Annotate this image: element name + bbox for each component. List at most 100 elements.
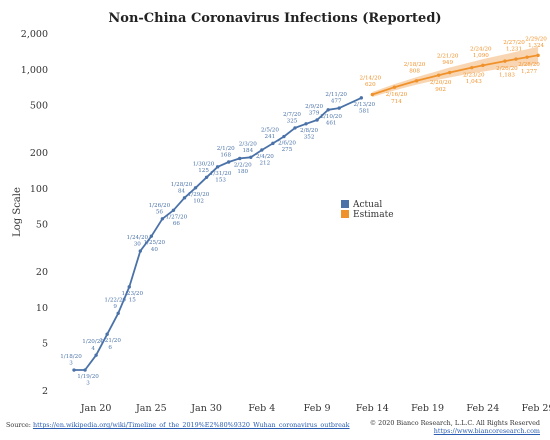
- point-value-label: 477: [331, 99, 342, 105]
- point-date-label: 1/27/20: [166, 214, 188, 220]
- y-tick-label: 10: [36, 303, 48, 314]
- point-date-label: 2/29/20: [525, 36, 547, 42]
- point-value-label: 325: [287, 119, 298, 125]
- point-date-label: 2/7/20: [283, 112, 301, 118]
- point-value-label: 184: [242, 148, 253, 154]
- point-actual-2-10-20: [326, 108, 330, 112]
- point-value-label: 461: [326, 120, 337, 126]
- point-date-label: 1/29/20: [188, 192, 210, 198]
- point-date-label: 1/24/20: [127, 235, 149, 241]
- point-date-label: 1/21/20: [99, 338, 121, 344]
- point-date-label: 2/2/20: [234, 162, 252, 168]
- point-actual-1-30-20: [204, 175, 209, 179]
- point-date-label: 2/16/20: [386, 92, 408, 98]
- point-value-label: 949: [442, 60, 453, 66]
- point-actual-1-20-20: [94, 353, 98, 357]
- point-label-estimate-2-26-20: 2/26/201,183: [496, 66, 518, 79]
- point-estimate-2-23-20: [470, 65, 474, 70]
- point-value-label: 102: [193, 198, 204, 204]
- point-value-label: 212: [260, 161, 271, 167]
- point-date-label: 1/31/20: [210, 171, 232, 177]
- point-value-label: 902: [435, 87, 446, 93]
- point-actual-1-31-20: [215, 165, 220, 169]
- series-lines: [74, 54, 539, 371]
- point-value-label: 3: [86, 381, 90, 387]
- point-date-label: 1/28/20: [171, 182, 193, 188]
- point-actual-2-9-20: [315, 118, 319, 122]
- point-date-label: 2/10/20: [320, 114, 342, 120]
- point-value-label: 241: [265, 134, 276, 140]
- x-tick-label: Jan 20: [80, 403, 112, 414]
- y-tick-label: 2: [42, 386, 48, 397]
- point-date-label: 2/3/20: [239, 141, 257, 147]
- point-actual-1-24-20: [138, 249, 142, 253]
- point-date-label: 2/18/20: [404, 62, 426, 68]
- y-ticks: 2 5 10 20 50 100 200 500 1,000 2,000: [21, 29, 48, 397]
- point-actual-1-23-20: [127, 285, 131, 289]
- point-estimate-2-29-20: [536, 53, 540, 58]
- x-tick-label: Feb 9: [304, 403, 331, 414]
- point-value-label: 168: [220, 153, 231, 159]
- point-label-actual-1-19-20: 1/19/203: [77, 374, 99, 387]
- point-value-label: 808: [409, 68, 420, 74]
- point-value-label: 275: [282, 147, 293, 153]
- y-tick-label: 100: [30, 184, 48, 195]
- y-tick-label: 1,000: [21, 65, 48, 76]
- y-tick-label: 500: [30, 101, 48, 112]
- x-tick-label: Feb 29: [522, 403, 550, 414]
- point-label-estimate-2-28-20: 2/28/201,277: [518, 62, 540, 75]
- point-date-label: 1/20/20: [82, 339, 104, 345]
- point-date-label: 2/1/20: [217, 146, 235, 152]
- copyright-block: © 2020 Bianco Research, L.L.C. All Right…: [370, 419, 540, 435]
- y-tick-label: 50: [36, 220, 48, 231]
- x-tick-label: Jan 30: [190, 403, 222, 414]
- point-value-label: 66: [173, 221, 181, 227]
- point-actual-2-2-20: [238, 156, 242, 161]
- point-label-actual-1-18-20: 1/18/203: [60, 354, 82, 367]
- legend: Actual Estimate: [341, 200, 394, 220]
- point-date-label: 2/6/20: [278, 141, 296, 147]
- x-tick-label: Feb 19: [411, 403, 444, 414]
- point-date-label: 1/25/20: [144, 240, 166, 246]
- legend-label-actual: Actual: [352, 200, 382, 210]
- point-date-label: 1/22/20: [104, 297, 126, 303]
- point-value-label: 3: [69, 361, 73, 367]
- legend-swatch-actual: [341, 200, 349, 208]
- x-tick-label: Feb 4: [248, 403, 275, 414]
- point-value-label: 180: [237, 169, 248, 175]
- point-value-label: 1,043: [466, 79, 482, 85]
- series-line-actual: [74, 97, 362, 371]
- point-actual-1-19-20: [83, 368, 87, 372]
- point-actual-2-5-20: [271, 141, 275, 146]
- point-label-actual-1-20-20: 1/20/204: [82, 339, 104, 352]
- point-estimate-2-16-20: [392, 85, 397, 89]
- y-tick-label: 5: [42, 339, 48, 350]
- website-link[interactable]: https://www.biancoresearch.com: [433, 427, 540, 435]
- point-date-label: 2/21/20: [437, 54, 459, 60]
- source-note: Source: https://en.wikipedia.org/wiki/Ti…: [6, 421, 350, 429]
- point-actual-1-25-20: [149, 234, 154, 238]
- point-actual-2-13-20: [359, 96, 363, 100]
- point-value-label: 30: [134, 242, 142, 248]
- source-link[interactable]: https://en.wikipedia.org/wiki/Timeline_o…: [32, 421, 350, 429]
- point-date-label: 2/26/20: [496, 66, 518, 72]
- point-estimate-2-14-20: [370, 92, 375, 97]
- point-date-label: 2/11/20: [325, 92, 347, 98]
- point-actual-1-22-20: [116, 311, 120, 315]
- point-estimate-2-26-20: [503, 59, 507, 63]
- point-date-label: 2/5/20: [261, 127, 279, 133]
- source-prefix: Source:: [6, 421, 33, 429]
- copyright-text: © 2020 Bianco Research, L.L.C. All Right…: [369, 419, 540, 427]
